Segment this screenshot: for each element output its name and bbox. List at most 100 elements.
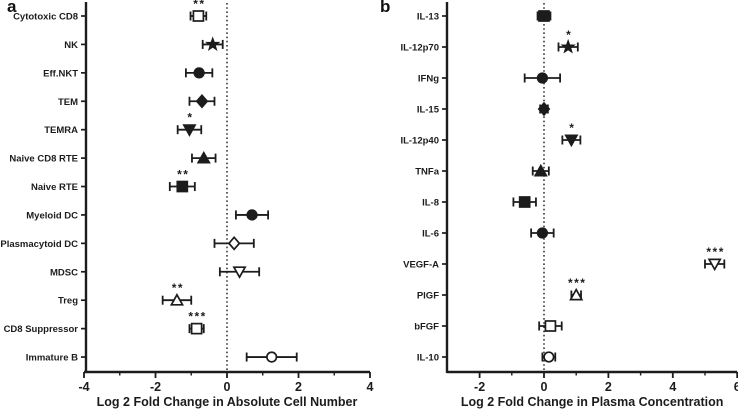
sig-asterisks: ** xyxy=(172,281,184,295)
y-axis-label: Treg xyxy=(58,296,78,307)
triangle-down-marker xyxy=(707,258,722,272)
data-row: IL-10 xyxy=(417,351,557,364)
x-tick-label: -4 xyxy=(78,380,89,394)
y-axis-label: Cytotoxic CD8 xyxy=(13,12,78,23)
star-marker xyxy=(205,36,221,51)
circle-marker xyxy=(266,351,278,363)
data-row: IL-15 xyxy=(417,101,551,117)
y-axis-label: VEGF-A xyxy=(403,260,439,271)
data-row: MDSC xyxy=(50,266,261,279)
x-axis-title: Log 2 Fold Change in Absolute Cell Numbe… xyxy=(97,395,358,409)
y-axis-label: IL-6 xyxy=(422,229,439,240)
diamond-marker xyxy=(227,236,241,251)
triangle-down-marker xyxy=(182,124,197,137)
data-row: PlGF *** xyxy=(417,276,587,302)
y-axis-label: IL-12p40 xyxy=(400,136,439,147)
y-axis-label: TEMRA xyxy=(44,125,78,136)
y-axis-label: Naive CD8 RTE xyxy=(9,154,78,165)
panel-a-plot: -4 -2 0 2 4 Log 2 Fold Change in Absolute Cel… xyxy=(0,0,374,409)
circle-marker xyxy=(193,67,205,79)
square-marker xyxy=(176,180,189,193)
y-axis-label: IL-15 xyxy=(417,105,440,116)
data-row: IL-13 xyxy=(417,10,552,23)
star-marker xyxy=(560,38,576,54)
data-row: CD8 Suppressor *** xyxy=(4,310,207,336)
data-row: TNFa xyxy=(415,163,550,178)
triangle-up-marker xyxy=(169,293,185,306)
x-tick-label: 2 xyxy=(295,380,302,394)
diamond-marker xyxy=(537,101,551,117)
circle-marker xyxy=(543,351,555,363)
y-axis-label: CD8 Suppressor xyxy=(4,324,79,335)
circle-marker xyxy=(536,72,549,84)
data-row: IL-8 xyxy=(422,196,537,209)
y-axis-label: IL-10 xyxy=(417,353,439,364)
x-tick-label: 6 xyxy=(734,380,738,394)
panel-b-plot: -2 0 2 4 6 Log 2 Fold Change in Plasma Concen… xyxy=(400,2,738,409)
data-row: Eff.NKT xyxy=(43,67,214,79)
data-row: VEGF-A *** xyxy=(403,245,726,272)
triangle-up-marker xyxy=(569,287,584,301)
data-row: TEM xyxy=(58,93,216,109)
data-row: Treg ** xyxy=(58,281,193,307)
x-tick-label: 0 xyxy=(224,380,231,394)
y-axis-label: Naive RTE xyxy=(31,182,78,193)
square-marker xyxy=(544,320,557,332)
data-row: IL-6 xyxy=(422,227,555,240)
sig-asterisks: ** xyxy=(193,0,205,11)
y-axis-label: Immature B xyxy=(26,353,78,364)
data-row: Plasmacytoid DC xyxy=(0,236,255,251)
x-tick-label: 0 xyxy=(541,380,548,394)
x-tick-label: -2 xyxy=(150,380,161,394)
y-axis-label: TEM xyxy=(58,97,78,108)
sig-asterisks: * xyxy=(187,111,193,125)
data-row: bFGF xyxy=(414,320,563,333)
sig-asterisks: * xyxy=(566,28,572,42)
data-row: NK xyxy=(64,36,224,51)
data-row: IL-12p40 * xyxy=(400,121,582,148)
sig-asterisks: *** xyxy=(706,245,725,259)
sig-asterisks: ** xyxy=(177,168,189,182)
y-axis-label: IL-8 xyxy=(422,198,439,209)
data-row: IL-12p70 * xyxy=(400,28,579,54)
x-tick-label: 4 xyxy=(669,380,676,394)
triangle-up-marker xyxy=(196,150,211,164)
circle-marker xyxy=(246,209,258,221)
y-axis-label: MDSC xyxy=(50,267,78,278)
circle-marker xyxy=(536,227,549,239)
y-axis-label: PlGF xyxy=(417,291,439,302)
y-axis-label: NK xyxy=(64,40,78,51)
x-tick-label: 2 xyxy=(605,380,612,394)
data-row: Naive CD8 RTE xyxy=(9,150,217,165)
y-axis-label: IL-12p70 xyxy=(400,43,439,54)
data-row: Naive RTE ** xyxy=(31,168,196,193)
data-row: Cytotoxic CD8 ** xyxy=(13,0,208,23)
panel-a-letter: a xyxy=(7,0,17,16)
square-marker xyxy=(538,10,550,22)
sig-asterisks: *** xyxy=(188,310,207,324)
x-tick-label: -2 xyxy=(474,380,485,394)
y-axis-label: bFGF xyxy=(414,322,439,333)
x-axis-title: Log 2 Fold Change in Plasma Concentratio… xyxy=(461,395,724,409)
y-axis-label: Eff.NKT xyxy=(43,68,78,79)
sig-asterisks: *** xyxy=(568,276,587,290)
triangle-down-marker xyxy=(564,134,579,148)
y-axis-label: TNFa xyxy=(415,167,439,178)
x-tick-label: 4 xyxy=(367,380,374,394)
square-marker xyxy=(518,196,531,208)
diamond-marker xyxy=(195,93,209,109)
y-axis-label: IL-13 xyxy=(417,12,439,23)
y-axis-label: Myeloid DC xyxy=(26,210,78,221)
square-marker xyxy=(190,322,203,335)
data-row: Myeloid DC xyxy=(26,209,270,221)
data-row: TEMRA * xyxy=(44,111,203,137)
square-marker xyxy=(192,10,205,22)
triangle-down-marker xyxy=(232,266,247,279)
sig-asterisks: * xyxy=(569,121,575,135)
panel-b-letter: b xyxy=(380,0,391,16)
y-axis-label: Plasmacytoid DC xyxy=(0,239,78,250)
y-axis-label: IFNg xyxy=(418,74,439,85)
data-row: IFNg xyxy=(418,72,562,85)
triangle-up-marker xyxy=(533,163,548,177)
